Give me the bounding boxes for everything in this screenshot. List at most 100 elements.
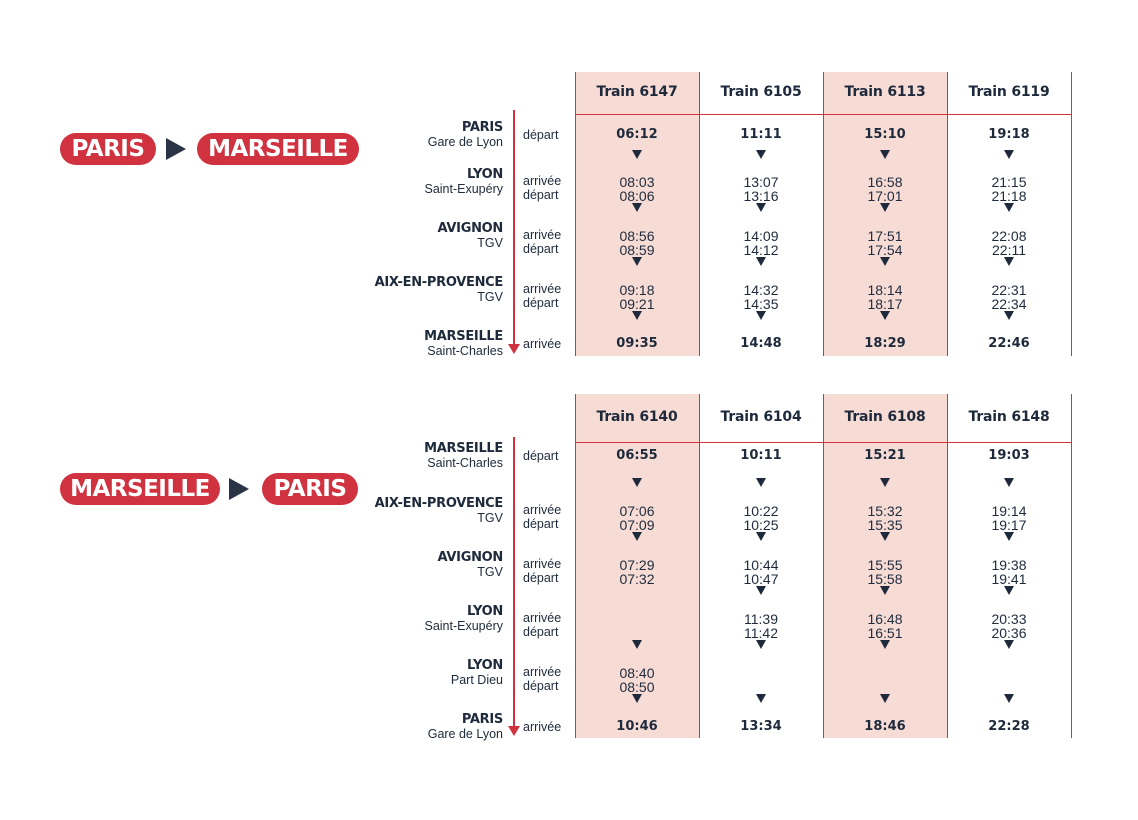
departure-time: 19:18 [988, 127, 1030, 142]
continue-arrow-icon [756, 640, 766, 649]
station-label: LYON Saint-Exupéry [363, 604, 503, 636]
departure-time: 18:29 [864, 336, 906, 351]
departure-time: 22:34 [991, 296, 1027, 312]
continue-arrow-icon [880, 150, 890, 159]
stop-type-label: départ [523, 625, 559, 639]
highlight-column [823, 394, 947, 738]
stop-type-label: arrivée [523, 665, 562, 679]
departure-time: 19:41 [991, 571, 1027, 587]
departure-time: 15:21 [864, 448, 906, 463]
station-subname: Part Dieu [450, 673, 503, 687]
departure-time: 13:34 [740, 719, 782, 734]
departure-time: 09:18 [619, 282, 655, 298]
continue-arrow-icon [756, 203, 766, 212]
departure-time: 07:29 [619, 557, 655, 573]
stop-type-label: arrivée [523, 337, 562, 351]
continue-arrow-icon [756, 478, 766, 487]
departure-time: 20:36 [991, 625, 1027, 641]
departure-time: 14:35 [743, 296, 779, 312]
continue-arrow-icon [632, 257, 642, 266]
continue-arrow-icon [880, 311, 890, 320]
departure-time: 08:50 [619, 679, 655, 695]
departure-time: 14:48 [740, 336, 782, 351]
station-subname: Saint-Exupéry [424, 619, 503, 633]
continue-arrow-icon [1004, 150, 1014, 159]
departure-time: 08:03 [619, 174, 655, 190]
station-subname: TGV [477, 290, 503, 304]
departure-time: 15:10 [864, 127, 906, 142]
departure-time: 17:01 [867, 188, 903, 204]
continue-arrow-icon [756, 150, 766, 159]
departure-time: 08:06 [619, 188, 655, 204]
continue-arrow-icon [880, 478, 890, 487]
continue-arrow-icon [632, 311, 642, 320]
continue-arrow-icon [756, 257, 766, 266]
highlight-column [575, 72, 699, 356]
column-divider [575, 72, 576, 356]
departure-time: 10:22 [743, 503, 779, 519]
route-arrow-icon [229, 478, 249, 500]
continue-arrow-icon [632, 478, 642, 487]
departure-time: 22:11 [992, 242, 1026, 258]
stop-type-label: départ [523, 571, 559, 585]
continue-arrow-icon [1004, 532, 1014, 541]
departure-time: 17:51 [867, 228, 903, 244]
route-from-badge: PARIS [60, 133, 156, 165]
station-name: MARSEILLE [424, 329, 503, 344]
departure-time: 21:18 [991, 188, 1027, 204]
column-divider [947, 394, 948, 738]
station-name: MARSEILLE [424, 441, 503, 456]
train-header: Train 6148 [968, 409, 1050, 425]
stop-type-label: départ [523, 679, 559, 693]
departure-time: 09:35 [616, 336, 658, 351]
departure-time: 21:15 [991, 174, 1027, 190]
column-divider [699, 72, 700, 356]
departure-time: 06:55 [616, 448, 658, 463]
departure-time: 16:51 [867, 625, 903, 641]
departure-time: 10:25 [743, 517, 779, 533]
departure-time: 10:46 [616, 719, 658, 734]
stop-type-label: arrivée [523, 720, 562, 734]
departure-time: 16:58 [867, 174, 903, 190]
station-subname: Saint-Exupéry [424, 182, 503, 196]
departure-time: 19:17 [991, 517, 1027, 533]
departure-time: 09:21 [619, 296, 655, 312]
station-name: PARIS [461, 712, 503, 727]
departure-time: 17:54 [867, 242, 903, 258]
departure-time: 14:12 [743, 242, 779, 258]
departure-time: 10:47 [743, 571, 779, 587]
departure-time: 07:32 [619, 571, 655, 587]
continue-arrow-icon [1004, 311, 1014, 320]
stop-type-label: arrivée [523, 282, 562, 296]
continue-arrow-icon [880, 532, 890, 541]
departure-time: 18:17 [867, 296, 903, 312]
departure-time: 06:12 [616, 127, 658, 142]
stop-type-label: arrivée [523, 503, 562, 517]
header-divider [575, 114, 1072, 115]
direction-axis [513, 437, 515, 728]
departure-time: 20:33 [991, 611, 1027, 627]
departure-time: 18:14 [867, 282, 903, 298]
continue-arrow-icon [756, 532, 766, 541]
highlight-column [575, 394, 699, 738]
continue-arrow-icon [632, 150, 642, 159]
departure-time: 11:42 [744, 625, 778, 641]
station-name: AVIGNON [437, 550, 504, 565]
column-divider [823, 72, 824, 356]
continue-arrow-icon [632, 694, 642, 703]
station-subname: Saint-Charles [427, 344, 503, 358]
stop-type-label: départ [523, 296, 559, 310]
station-label: LYON Saint-Exupéry [363, 167, 503, 199]
departure-time: 11:39 [744, 611, 778, 627]
station-name: AIX-EN-PROVENCE [374, 496, 504, 511]
departure-time: 10:11 [740, 448, 782, 463]
departure-time: 07:06 [619, 503, 655, 519]
departure-time: 15:58 [867, 571, 903, 587]
stop-type-label: départ [523, 128, 559, 142]
station-subname: Gare de Lyon [427, 727, 503, 741]
departure-time: 19:03 [988, 448, 1030, 463]
continue-arrow-icon [880, 640, 890, 649]
direction-arrow-icon [508, 726, 520, 736]
train-header: Train 6105 [720, 84, 802, 100]
continue-arrow-icon [1004, 640, 1014, 649]
